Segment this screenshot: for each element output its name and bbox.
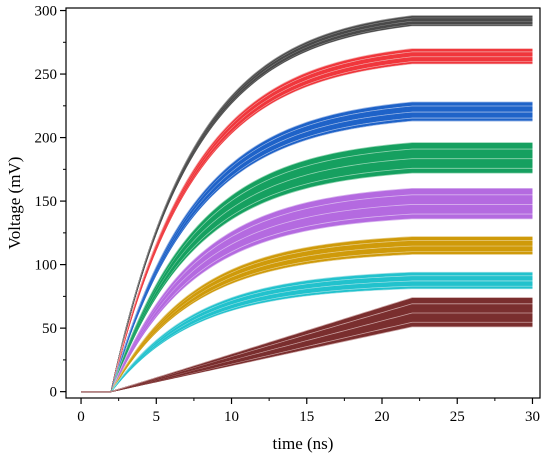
y-tick-label: 300 (35, 4, 58, 20)
x-tick-label: 10 (224, 409, 239, 425)
series-4-trace-8 (81, 205, 533, 393)
series-4-trace-18 (81, 189, 533, 393)
y-tick-label: 150 (35, 194, 58, 210)
series-bands (81, 15, 533, 393)
y-tick-label: 50 (42, 321, 57, 337)
y-tick-label: 200 (35, 131, 58, 147)
x-tick-label: 15 (299, 409, 314, 425)
series-band-6 (81, 271, 533, 393)
series-band-7 (81, 297, 533, 393)
series-band-fill-4 (111, 188, 533, 392)
series-band-3 (81, 142, 533, 393)
series-band-4 (81, 187, 533, 393)
series-0-trace-19 (81, 15, 533, 393)
x-tick-label: 25 (450, 409, 465, 425)
series-3-trace-19 (81, 142, 533, 393)
series-band-2 (81, 101, 533, 393)
series-band-fill-3 (111, 142, 533, 392)
series-7-trace-19 (81, 297, 533, 393)
y-tick-label: 0 (50, 385, 58, 401)
x-tick-label: 30 (525, 409, 540, 425)
series-band-1 (81, 48, 533, 393)
y-tick-label: 250 (35, 67, 58, 83)
y-axis-label: Voltage (mV) (5, 157, 24, 250)
series-1-trace-19 (81, 48, 533, 393)
x-tick-label: 5 (153, 409, 161, 425)
series-4-trace-19 (81, 187, 533, 393)
x-tick-label: 0 (77, 409, 85, 425)
series-5-trace-19 (81, 236, 533, 393)
y-tick-label: 100 (35, 258, 58, 274)
series-band-5 (81, 236, 533, 393)
x-axis-label: time (ns) (273, 434, 334, 453)
series-4-trace-2 (81, 215, 533, 393)
series-2-trace-19 (81, 101, 533, 393)
series-6-trace-19 (81, 271, 533, 393)
series-4-trace-14 (81, 195, 533, 393)
x-tick-label: 20 (375, 409, 390, 425)
plot-frame (65, 7, 541, 399)
series-band-0 (81, 15, 533, 393)
